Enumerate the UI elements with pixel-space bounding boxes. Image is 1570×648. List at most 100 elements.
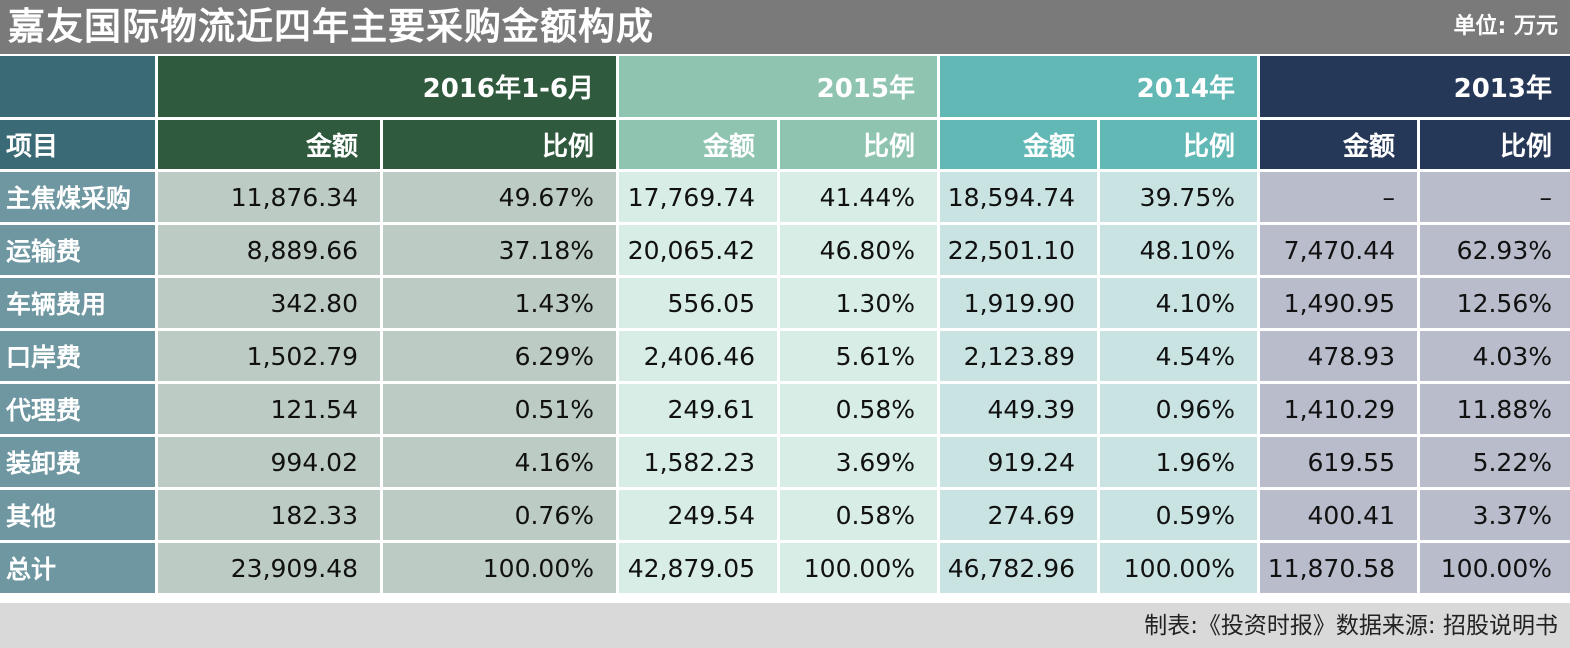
cell-amount-2015: 1,582.23 [619, 437, 777, 487]
cell-ratio-2013: 12.56% [1420, 278, 1570, 328]
cell-amount-2013: 1,490.95 [1260, 278, 1417, 328]
procurement-table: 2016年1-6月 2015年 2014年 2013年 项目 金额 比例 金额 … [0, 53, 1570, 596]
ratio-header-2014: 比例 [1100, 120, 1257, 169]
cell-amount-2015: 17,769.74 [619, 172, 777, 222]
cell-amount-2016h1: 182.33 [158, 490, 380, 540]
title-bar: 嘉友国际物流近四年主要采购金额构成 单位: 万元 [0, 0, 1570, 54]
sub-header-row: 项目 金额 比例 金额 比例 金额 比例 金额 比例 [0, 120, 1570, 169]
cell-amount-2015: 42,879.05 [619, 543, 777, 593]
ratio-header-2013: 比例 [1420, 120, 1570, 169]
cell-ratio-2014: 39.75% [1100, 172, 1257, 222]
cell-amount-2013: 478.93 [1260, 331, 1417, 381]
amount-header-2014: 金额 [940, 120, 1097, 169]
year-header-2013: 2013年 [1260, 56, 1570, 117]
cell-ratio-2014: 4.10% [1100, 278, 1257, 328]
cell-ratio-2016h1: 49.67% [383, 172, 616, 222]
table-row: 车辆费用 342.80 1.43% 556.05 1.30% 1,919.90 4.10% 1… [0, 278, 1570, 328]
footer-bar: 制表:《投资时报》数据来源: 招股说明书 [0, 603, 1570, 648]
year-header-2014: 2014年 [940, 56, 1257, 117]
cell-ratio-2016h1: 4.16% [383, 437, 616, 487]
cell-ratio-2016h1: 1.43% [383, 278, 616, 328]
cell-amount-2014: 449.39 [940, 384, 1097, 434]
cell-amount-2015: 556.05 [619, 278, 777, 328]
cell-amount-2016h1: 121.54 [158, 384, 380, 434]
cell-amount-2016h1: 994.02 [158, 437, 380, 487]
cell-amount-2015: 249.61 [619, 384, 777, 434]
cell-amount-2013: 7,470.44 [1260, 225, 1417, 275]
ratio-header-2016h1: 比例 [383, 120, 616, 169]
amount-header-2013: 金额 [1260, 120, 1417, 169]
cell-ratio-2015: 100.00% [780, 543, 937, 593]
cell-ratio-2013: 62.93% [1420, 225, 1570, 275]
cell-amount-2014: 2,123.89 [940, 331, 1097, 381]
source-note: 制表:《投资时报》数据来源: 招股说明书 [1144, 613, 1558, 639]
row-label: 代理费 [0, 384, 155, 434]
ratio-header-2015: 比例 [780, 120, 937, 169]
table-row: 口岸费 1,502.79 6.29% 2,406.46 5.61% 2,123.89 4.5… [0, 331, 1570, 381]
cell-ratio-2015: 1.30% [780, 278, 937, 328]
cell-ratio-2014: 48.10% [1100, 225, 1257, 275]
cell-ratio-2016h1: 0.51% [383, 384, 616, 434]
chart-title: 嘉友国际物流近四年主要采购金额构成 [8, 5, 654, 48]
corner-cell [0, 56, 155, 117]
item-header: 项目 [0, 120, 155, 169]
row-label: 其他 [0, 490, 155, 540]
cell-ratio-2016h1: 37.18% [383, 225, 616, 275]
cell-amount-2013: – [1260, 172, 1417, 222]
cell-ratio-2013: 3.37% [1420, 490, 1570, 540]
table-row: 运输费 8,889.66 37.18% 20,065.42 46.80% 22,501.1… [0, 225, 1570, 275]
cell-ratio-2013: 11.88% [1420, 384, 1570, 434]
cell-amount-2016h1: 1,502.79 [158, 331, 380, 381]
cell-ratio-2015: 41.44% [780, 172, 937, 222]
cell-ratio-2013: 5.22% [1420, 437, 1570, 487]
amount-header-2016h1: 金额 [158, 120, 380, 169]
row-label: 装卸费 [0, 437, 155, 487]
cell-ratio-2015: 0.58% [780, 384, 937, 434]
row-label: 总计 [0, 543, 155, 593]
cell-ratio-2015: 3.69% [780, 437, 937, 487]
unit-label: 单位: 万元 [1453, 14, 1558, 39]
cell-ratio-2014: 0.59% [1100, 490, 1257, 540]
table-row: 代理费 121.54 0.51% 249.61 0.58% 449.39 0.96% 1,41… [0, 384, 1570, 434]
cell-ratio-2013: 4.03% [1420, 331, 1570, 381]
cell-amount-2013: 1,410.29 [1260, 384, 1417, 434]
cell-ratio-2014: 100.00% [1100, 543, 1257, 593]
table-row: 装卸费 994.02 4.16% 1,582.23 3.69% 919.24 1.96% 61… [0, 437, 1570, 487]
cell-amount-2013: 619.55 [1260, 437, 1417, 487]
cell-amount-2014: 18,594.74 [940, 172, 1097, 222]
row-label: 运输费 [0, 225, 155, 275]
cell-ratio-2016h1: 6.29% [383, 331, 616, 381]
cell-ratio-2015: 5.61% [780, 331, 937, 381]
row-label: 车辆费用 [0, 278, 155, 328]
cell-ratio-2014: 0.96% [1100, 384, 1257, 434]
year-header-2015: 2015年 [619, 56, 937, 117]
year-header-row: 2016年1-6月 2015年 2014年 2013年 [0, 56, 1570, 117]
year-header-2016h1: 2016年1-6月 [158, 56, 616, 117]
cell-ratio-2013: – [1420, 172, 1570, 222]
table-row: 其他 182.33 0.76% 249.54 0.58% 274.69 0.59% 400.4… [0, 490, 1570, 540]
cell-amount-2014: 919.24 [940, 437, 1097, 487]
table-row: 总计 23,909.48 100.00% 42,879.05 100.00% 46,782… [0, 543, 1570, 593]
cell-amount-2015: 249.54 [619, 490, 777, 540]
row-label: 口岸费 [0, 331, 155, 381]
cell-ratio-2014: 4.54% [1100, 331, 1257, 381]
cell-amount-2014: 22,501.10 [940, 225, 1097, 275]
row-label: 主焦煤采购 [0, 172, 155, 222]
table-row: 主焦煤采购 11,876.34 49.67% 17,769.74 41.44% 18,59… [0, 172, 1570, 222]
cell-amount-2016h1: 342.80 [158, 278, 380, 328]
cell-ratio-2015: 0.58% [780, 490, 937, 540]
cell-ratio-2016h1: 100.00% [383, 543, 616, 593]
cell-amount-2015: 20,065.42 [619, 225, 777, 275]
cell-ratio-2013: 100.00% [1420, 543, 1570, 593]
cell-amount-2016h1: 11,876.34 [158, 172, 380, 222]
cell-amount-2016h1: 23,909.48 [158, 543, 380, 593]
cell-ratio-2015: 46.80% [780, 225, 937, 275]
cell-amount-2014: 46,782.96 [940, 543, 1097, 593]
cell-ratio-2016h1: 0.76% [383, 490, 616, 540]
cell-amount-2014: 1,919.90 [940, 278, 1097, 328]
cell-ratio-2014: 1.96% [1100, 437, 1257, 487]
cell-amount-2013: 400.41 [1260, 490, 1417, 540]
cell-amount-2016h1: 8,889.66 [158, 225, 380, 275]
amount-header-2015: 金额 [619, 120, 777, 169]
cell-amount-2015: 2,406.46 [619, 331, 777, 381]
